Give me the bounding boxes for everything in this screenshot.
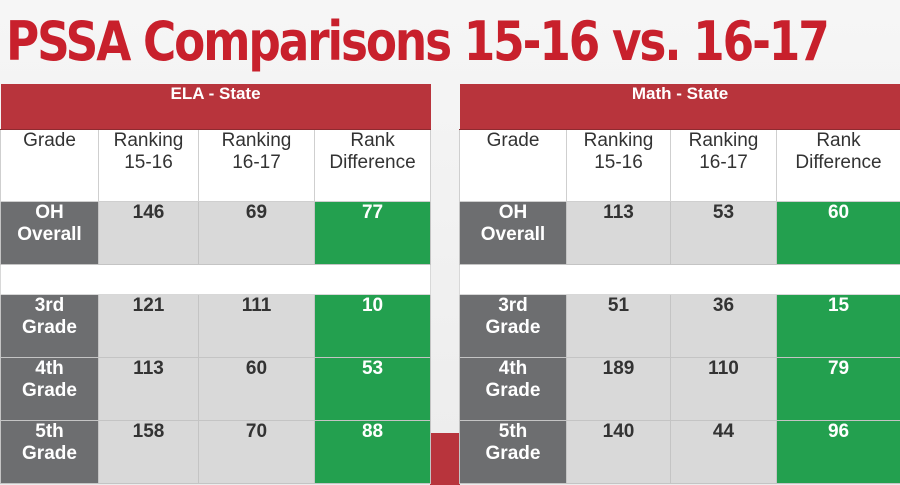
math-table-heading: Math - State <box>459 84 900 130</box>
ranking-16-17-cell: 110 <box>670 357 777 421</box>
table-row-overall: OH Overall 146 69 77 <box>0 201 432 265</box>
column-header-ranking-16-17: Ranking 16-17 <box>198 129 315 202</box>
table-row: 5th Grade 140 44 96 <box>459 420 900 484</box>
rank-difference-cell: 10 <box>313 294 432 358</box>
rank-difference-cell: 96 <box>775 420 900 484</box>
table-spacer-row <box>458 264 900 295</box>
rank-difference-cell: 60 <box>775 201 900 265</box>
ranking-15-16-cell: 51 <box>566 294 671 358</box>
grade-cell: OH Overall <box>459 201 567 265</box>
column-header-grade: Grade <box>0 129 99 202</box>
ranking-15-16-cell: 189 <box>566 357 671 421</box>
math-state-table: Math - State Grade Ranking 15-16 Ranking 1… <box>458 84 900 484</box>
ranking-15-16-cell: 113 <box>566 201 671 265</box>
grade-cell: 5th Grade <box>0 420 99 484</box>
table-row: 4th Grade 189 110 79 <box>459 357 900 421</box>
grade-cell: 4th Grade <box>459 357 567 421</box>
column-header-rank-difference: Rank Difference <box>775 129 900 202</box>
ranking-16-17-cell: 60 <box>198 357 315 421</box>
ranking-16-17-cell: 70 <box>198 420 315 484</box>
ranking-16-17-cell: 69 <box>198 201 315 265</box>
ranking-15-16-cell: 146 <box>98 201 199 265</box>
ranking-16-17-cell: 53 <box>670 201 777 265</box>
column-header-ranking-15-16: Ranking 15-16 <box>566 129 671 202</box>
table-row: 3rd Grade 121 111 10 <box>0 294 432 358</box>
table-row-overall: OH Overall 113 53 60 <box>459 201 900 265</box>
grade-cell: 3rd Grade <box>0 294 99 358</box>
grade-cell: 5th Grade <box>459 420 567 484</box>
rank-difference-cell: 88 <box>313 420 432 484</box>
decorative-accent-bar <box>430 433 460 485</box>
ranking-15-16-cell: 121 <box>98 294 199 358</box>
table-row: 5th Grade 158 70 88 <box>0 420 432 484</box>
column-header-grade: Grade <box>459 129 567 202</box>
column-header-ranking-15-16: Ranking 15-16 <box>98 129 199 202</box>
rank-difference-cell: 15 <box>775 294 900 358</box>
column-header-rank-difference: Rank Difference <box>313 129 432 202</box>
rank-difference-cell: 53 <box>313 357 432 421</box>
ranking-16-17-cell: 111 <box>198 294 315 358</box>
table-row: 4th Grade 113 60 53 <box>0 357 432 421</box>
ela-state-table: ELA - State Grade Ranking 15-16 Ranking 16… <box>0 84 432 484</box>
grade-cell: 4th Grade <box>0 357 99 421</box>
ranking-15-16-cell: 140 <box>566 420 671 484</box>
rank-difference-cell: 77 <box>313 201 432 265</box>
table-spacer-row <box>0 264 432 295</box>
ranking-16-17-cell: 44 <box>670 420 777 484</box>
column-header-ranking-16-17: Ranking 16-17 <box>670 129 777 202</box>
table-row: 3rd Grade 51 36 15 <box>459 294 900 358</box>
ranking-15-16-cell: 158 <box>98 420 199 484</box>
grade-cell: 3rd Grade <box>459 294 567 358</box>
grade-cell: OH Overall <box>0 201 99 265</box>
ranking-15-16-cell: 113 <box>98 357 199 421</box>
ranking-16-17-cell: 36 <box>670 294 777 358</box>
rank-difference-cell: 79 <box>775 357 900 421</box>
page-title: PSSA Comparisons 15-16 vs. 16-17 <box>6 10 830 73</box>
ela-table-heading: ELA - State <box>0 84 431 130</box>
